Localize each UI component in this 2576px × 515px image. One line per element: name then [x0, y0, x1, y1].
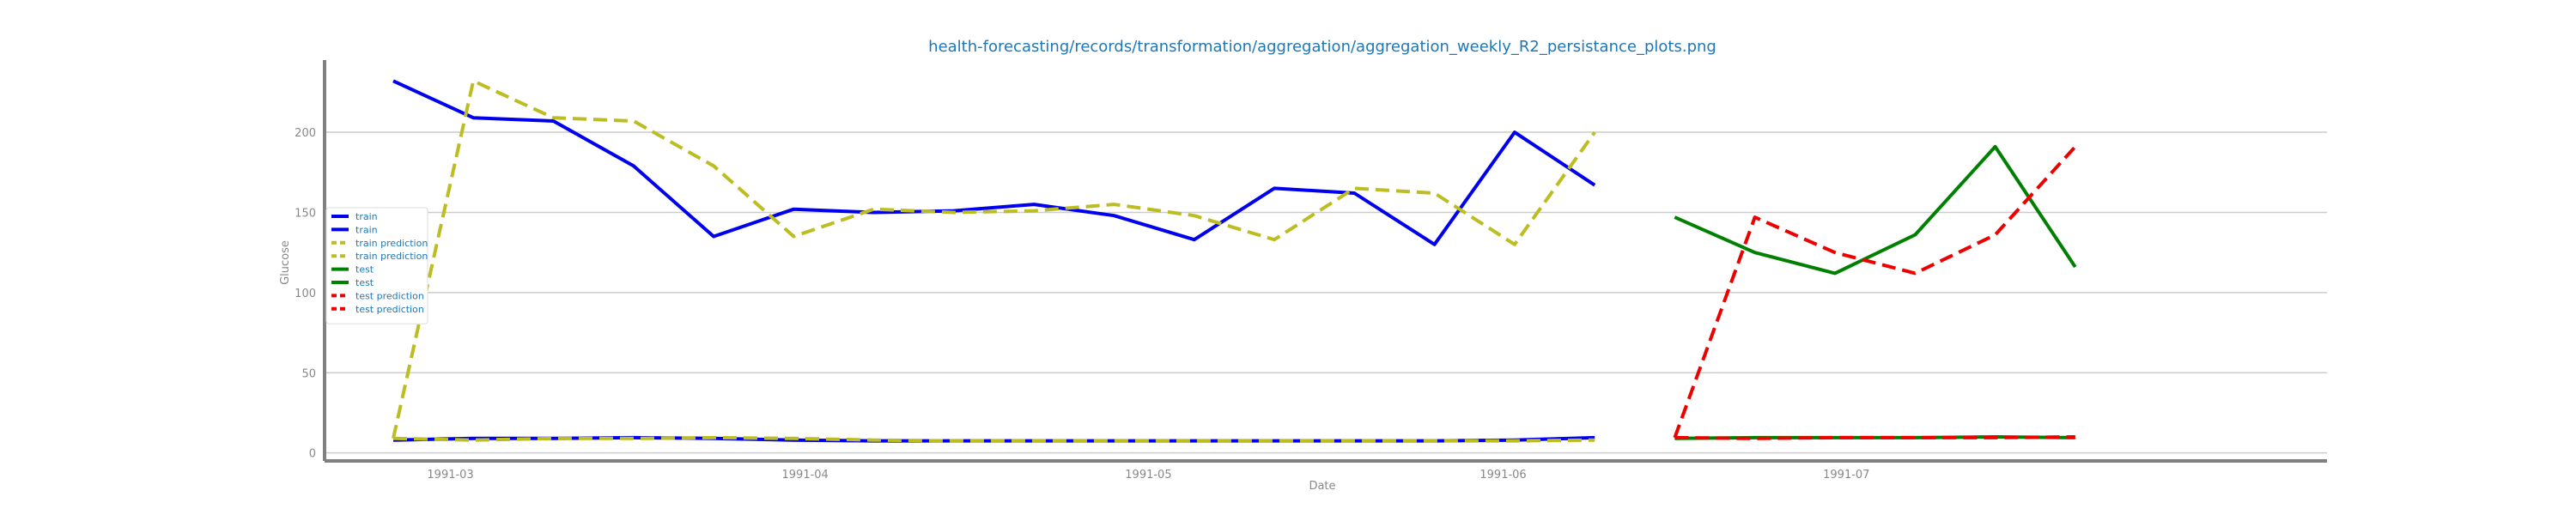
legend-entry: train: [355, 224, 378, 235]
x-tick-label: 1991-04: [782, 469, 829, 482]
series-line-test-4: [1674, 144, 2077, 276]
tick-labels: 0 50 100 150 200 1991-03 1991-04 1991-05 1991-06…: [295, 127, 1869, 482]
y-axis-label: Glucose: [279, 240, 292, 285]
legend: train train train prediction train predicti…: [325, 207, 428, 324]
legend-entry: test: [355, 264, 374, 276]
series-line-train-prediction-2: [392, 79, 1596, 439]
series-line-train-prediction-3: [392, 435, 1595, 443]
grid: [325, 131, 2327, 454]
series-layer: [392, 79, 2077, 443]
legend-entry: test: [355, 277, 374, 288]
legend-entry: test prediction: [355, 304, 424, 315]
axes: [323, 60, 2327, 463]
x-tick-label: 1991-06: [1479, 469, 1526, 482]
y-tick-label: 200: [295, 127, 316, 140]
y-tick-label: 0: [309, 448, 316, 461]
x-tick-label: 1991-03: [427, 469, 473, 482]
legend-entry: test prediction: [355, 290, 424, 301]
legend-entry: train prediction: [355, 238, 428, 249]
x-tick-label: 1991-07: [1823, 469, 1869, 482]
series-line-test-prediction-7: [1674, 435, 2075, 440]
legend-entry: train prediction: [355, 251, 428, 262]
y-tick-label: 150: [295, 207, 316, 220]
chart-title: health-forecasting/records/transformatio…: [928, 38, 1716, 56]
y-tick-label: 50: [301, 367, 316, 380]
legend-box: [325, 207, 428, 324]
legend-entry: train: [355, 211, 378, 222]
x-tick-label: 1991-05: [1125, 469, 1171, 482]
series-line-train-0: [392, 79, 1596, 246]
y-tick-label: 100: [295, 288, 316, 300]
x-axis-label: Date: [1309, 480, 1335, 493]
series-line-test-prediction-6: [1673, 145, 2077, 439]
